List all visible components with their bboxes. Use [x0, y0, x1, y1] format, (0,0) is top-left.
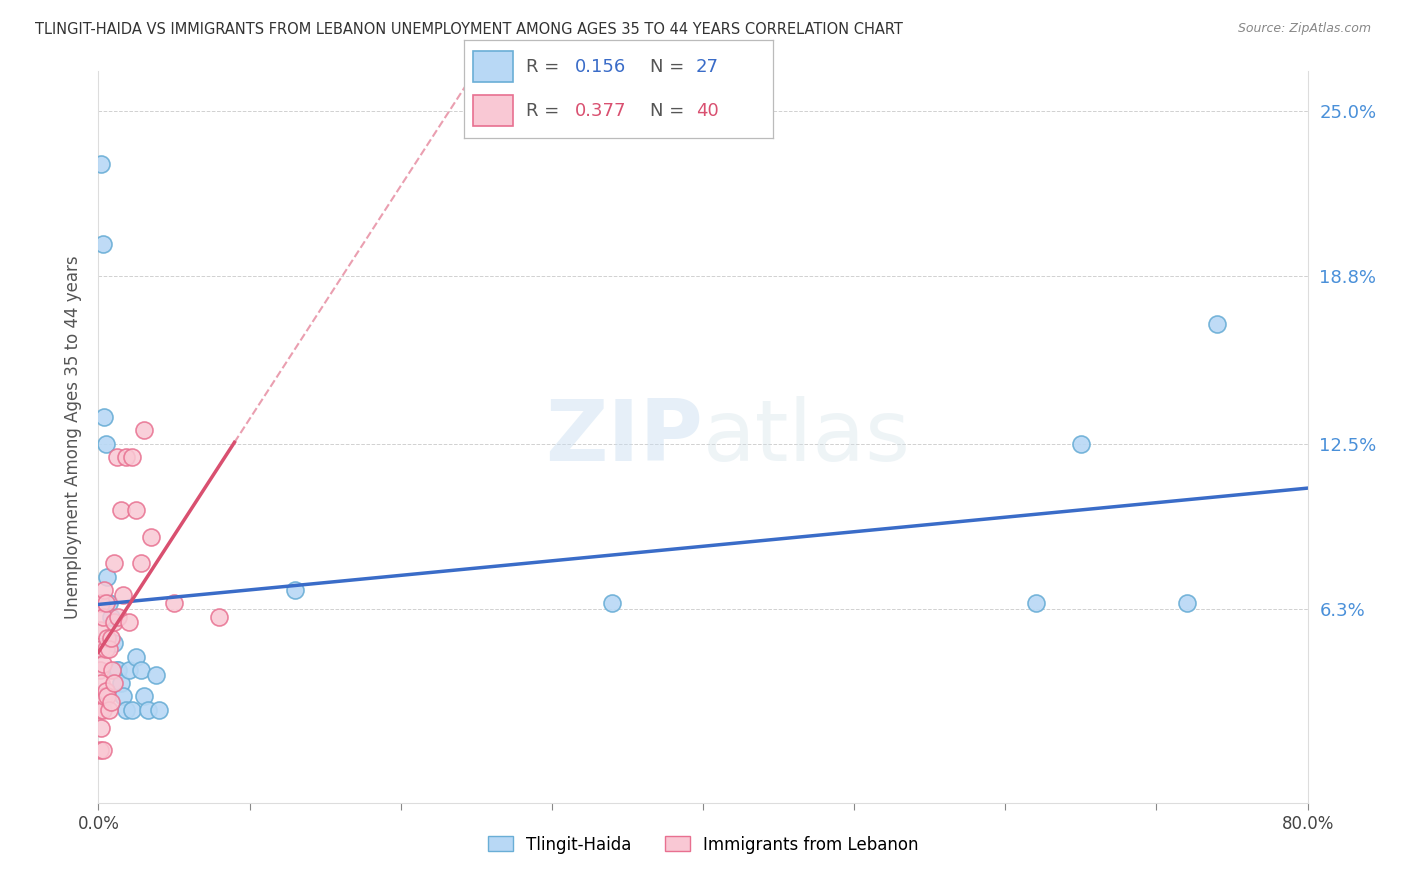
Text: N =: N = — [650, 102, 689, 120]
Point — [114, 450, 136, 464]
Point — [1070, 436, 1092, 450]
Point — [93, 690, 115, 704]
Text: TLINGIT-HAIDA VS IMMIGRANTS FROM LEBANON UNEMPLOYMENT AMONG AGES 35 TO 44 YEARS : TLINGIT-HAIDA VS IMMIGRANTS FROM LEBANON… — [35, 22, 903, 37]
Point — [1175, 596, 1198, 610]
Point — [90, 641, 112, 656]
Point — [141, 530, 163, 544]
Point — [1206, 317, 1229, 331]
Point — [89, 742, 111, 756]
Point — [602, 596, 624, 610]
Text: Source: ZipAtlas.com: Source: ZipAtlas.com — [1237, 22, 1371, 36]
Point — [98, 596, 121, 610]
Point — [148, 703, 170, 717]
Point — [105, 663, 128, 677]
Point — [103, 615, 125, 629]
Point — [89, 623, 111, 637]
Point — [129, 663, 152, 677]
Point — [94, 684, 117, 698]
Point — [118, 615, 141, 629]
Point — [98, 641, 121, 656]
Text: N =: N = — [650, 58, 689, 76]
Point — [94, 641, 117, 656]
Point — [110, 503, 132, 517]
Text: ZIP: ZIP — [546, 395, 703, 479]
Text: R =: R = — [526, 58, 565, 76]
Point — [163, 596, 186, 610]
Point — [96, 690, 118, 704]
Point — [100, 609, 122, 624]
Point — [89, 703, 111, 717]
Point — [103, 557, 125, 571]
Bar — [474, 95, 513, 127]
Text: R =: R = — [526, 102, 565, 120]
Point — [114, 703, 136, 717]
Point — [129, 557, 152, 571]
Point — [125, 649, 148, 664]
Point — [105, 450, 128, 464]
Point — [91, 703, 114, 717]
Y-axis label: Unemployment Among Ages 35 to 44 years: Unemployment Among Ages 35 to 44 years — [63, 255, 82, 619]
Point — [121, 450, 143, 464]
Point — [111, 588, 134, 602]
Text: 27: 27 — [696, 58, 718, 76]
Point — [100, 695, 122, 709]
Point — [121, 703, 143, 717]
Text: 40: 40 — [696, 102, 718, 120]
Point — [100, 631, 122, 645]
Point — [118, 663, 141, 677]
Point — [111, 690, 134, 704]
Point — [90, 596, 112, 610]
Point — [96, 570, 118, 584]
Point — [1024, 596, 1046, 610]
Point — [96, 631, 118, 645]
Point — [145, 668, 167, 682]
Point — [284, 582, 307, 597]
Point — [107, 609, 129, 624]
Point — [93, 582, 115, 597]
Point — [90, 157, 112, 171]
Text: 0.377: 0.377 — [575, 102, 627, 120]
Point — [98, 703, 121, 717]
Point — [208, 609, 231, 624]
Point — [91, 237, 114, 252]
Point — [132, 690, 155, 704]
Point — [91, 657, 114, 672]
Point — [90, 676, 112, 690]
Point — [103, 636, 125, 650]
Point — [94, 596, 117, 610]
Point — [132, 424, 155, 438]
Point — [90, 722, 112, 736]
Text: 0.156: 0.156 — [575, 58, 627, 76]
Point — [136, 703, 159, 717]
Point — [103, 676, 125, 690]
Point — [107, 663, 129, 677]
Point — [125, 503, 148, 517]
Text: atlas: atlas — [703, 395, 911, 479]
Legend: Tlingit-Haida, Immigrants from Lebanon: Tlingit-Haida, Immigrants from Lebanon — [481, 829, 925, 860]
Point — [94, 436, 117, 450]
Point — [91, 609, 114, 624]
Point — [110, 676, 132, 690]
Point — [101, 663, 124, 677]
Point — [91, 742, 114, 756]
Point — [89, 663, 111, 677]
Bar — [474, 51, 513, 82]
Point — [93, 410, 115, 425]
